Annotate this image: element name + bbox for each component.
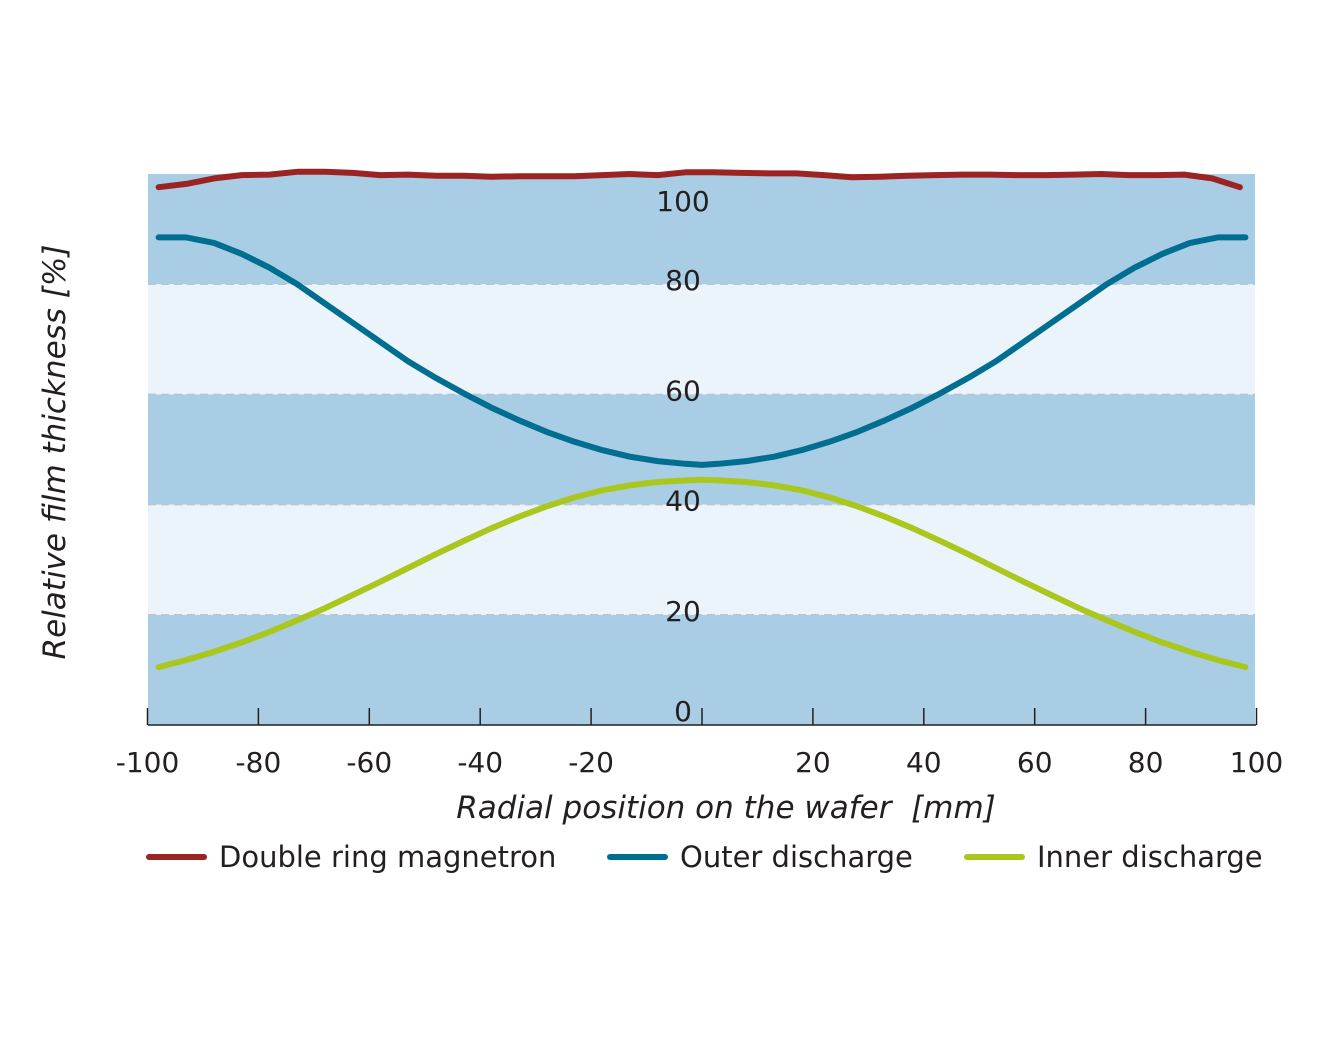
- band-80-100: [148, 174, 1255, 285]
- x-axis-title: Radial position on the wafer [mm]: [456, 790, 996, 826]
- x-tick-label: 100: [1230, 746, 1283, 779]
- x-tick-label: -60: [346, 746, 392, 779]
- legend-label: Outer discharge: [680, 840, 913, 874]
- y-tick-label: 40: [665, 485, 701, 518]
- series-line-outer-discharge: [155, 234, 1249, 468]
- legend-label: Double ring magnetron: [219, 840, 556, 874]
- x-tick-label: 60: [1017, 746, 1053, 779]
- legend: Double ring magnetron Outer discharge Inne…: [146, 840, 1263, 874]
- gridlines: [148, 283, 1255, 616]
- x-tick-label: -80: [236, 746, 282, 779]
- y-tick-labels: 0 20 40 60 80 100: [656, 185, 709, 728]
- x-tick-label: 20: [795, 746, 831, 779]
- background-bands: [148, 174, 1255, 725]
- x-tick-label: -20: [568, 746, 614, 779]
- band-40-60: [148, 394, 1255, 505]
- band-60-80: [148, 284, 1255, 395]
- x-tick-label: 40: [906, 746, 942, 779]
- band-0-20: [148, 614, 1255, 725]
- band-20-40: [148, 504, 1255, 615]
- y-tick-label: 80: [665, 264, 701, 297]
- x-tick-label: -40: [457, 746, 503, 779]
- y-tick-label: 60: [665, 374, 701, 407]
- y-tick-label: 20: [665, 595, 701, 628]
- x-tick-label: -100: [116, 746, 180, 779]
- y-tick-label: 100: [656, 185, 709, 218]
- series-line-inner-discharge: [155, 476, 1249, 671]
- x-axis: -100 -80 -60 -40 -20 20 40 60 80 100: [116, 708, 1283, 779]
- y-tick-label: 0: [674, 695, 692, 728]
- series-lines: [155, 168, 1249, 671]
- legend-label: Inner discharge: [1037, 840, 1263, 874]
- x-tick-label: 80: [1128, 746, 1164, 779]
- series-line-double-ring-magnetron: [155, 168, 1243, 191]
- y-axis-title: Relative film thickness [%]: [37, 245, 73, 660]
